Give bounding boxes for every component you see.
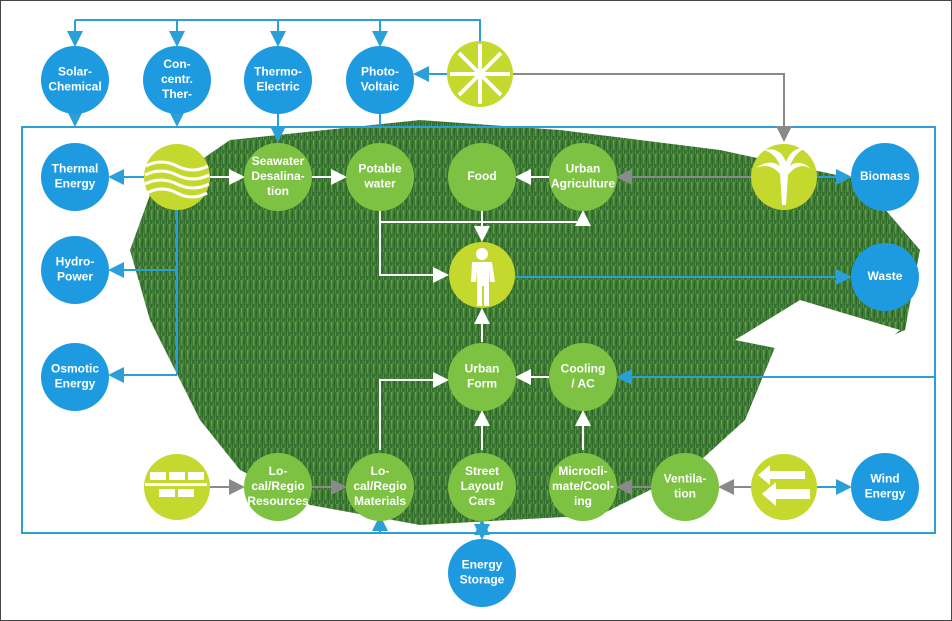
node-label: Materials [354,494,406,508]
node-label: Con- [163,57,190,71]
node: Waste [851,243,919,311]
node-label: Thermal [52,162,99,176]
connectors [21,19,936,540]
node: Microcli-mate/Cool-ing [549,453,617,521]
node: Thermo-Electric [244,46,312,114]
node-label: Ther- [162,87,192,101]
node-circle [549,453,617,521]
node-label: Energy [55,177,96,191]
node-circle [851,453,919,521]
nodes: Solar-Chemical Con-centr.Ther- Thermo-Elec… [41,46,919,607]
node-label: Cars [469,494,496,508]
node-circle [651,453,719,521]
node: Food [448,143,516,211]
node-label: Food [467,169,496,183]
node-label: Energy [55,377,96,391]
node-label: Resources [247,494,309,508]
node-circle [448,343,516,411]
node-label: Storage [460,573,505,587]
node-circle [851,243,919,311]
node-circle [41,343,109,411]
node-label: Power [57,270,93,284]
node-label: Street [465,464,499,478]
node-label: Ventila- [664,472,707,486]
node-label: Cooling [561,362,606,376]
node: Solar-Chemical [41,46,109,114]
node-circle [244,46,312,114]
node-label: Desalina- [251,169,304,183]
node-label: Electric [256,80,300,94]
node: Hydro-Power [41,236,109,304]
node-label: Solar- [58,65,92,79]
node: Photo-Voltaic [346,46,414,114]
node-circle [346,453,414,521]
node-circle [549,143,617,211]
node-label: water [363,177,396,191]
node-label: centr. [161,72,193,86]
node-label: Form [467,377,497,391]
node: Ventila-tion [651,453,719,521]
node-label: Thermo- [254,65,302,79]
node-circle [41,236,109,304]
node-circle [346,46,414,114]
node-label: tion [674,487,696,501]
node-label: Biomass [860,169,910,183]
node-circle [244,143,312,211]
node-label: / AC [571,377,595,391]
node-label: Photo- [361,65,399,79]
node-label: Seawater [252,154,305,168]
node-circle [41,143,109,211]
node-circle [244,453,312,521]
node-label: Agriculture [551,177,615,191]
node-circle [448,143,516,211]
node-circle [448,539,516,607]
node-label: Lo- [269,464,288,478]
node-circle [41,46,109,114]
node-circle [143,46,211,114]
node-label: ing [574,494,592,508]
node-label: Voltaic [361,80,400,94]
node-circle [549,343,617,411]
node-label: Lo- [371,464,390,478]
node-label: Urban [465,362,500,376]
node: Biomass [851,143,919,211]
node-label: Osmotic [51,362,99,376]
node-label: Urban [566,162,601,176]
node-label: Layout/ [461,479,504,493]
node-label: cal/Regio [251,479,304,493]
node-label: mate/Cool- [552,479,614,493]
node: Cooling/ AC [549,343,617,411]
node-circle [448,453,516,521]
node-label: Microcli- [558,464,607,478]
icons [144,41,817,520]
node-label: Energy [462,558,503,572]
landscape-gap [735,300,900,365]
node-circle [346,143,414,211]
node-circle [851,143,919,211]
node-label: Potable [358,162,402,176]
node-label: cal/Regio [353,479,406,493]
node-label: Energy [865,487,906,501]
node: Con-centr.Ther- [143,46,211,114]
node-label: tion [267,184,289,198]
node-label: Chemical [48,80,101,94]
node-label: Waste [868,269,903,283]
node-label: Wind [870,472,899,486]
landscape [130,120,920,525]
node-label: Hydro- [56,255,95,269]
